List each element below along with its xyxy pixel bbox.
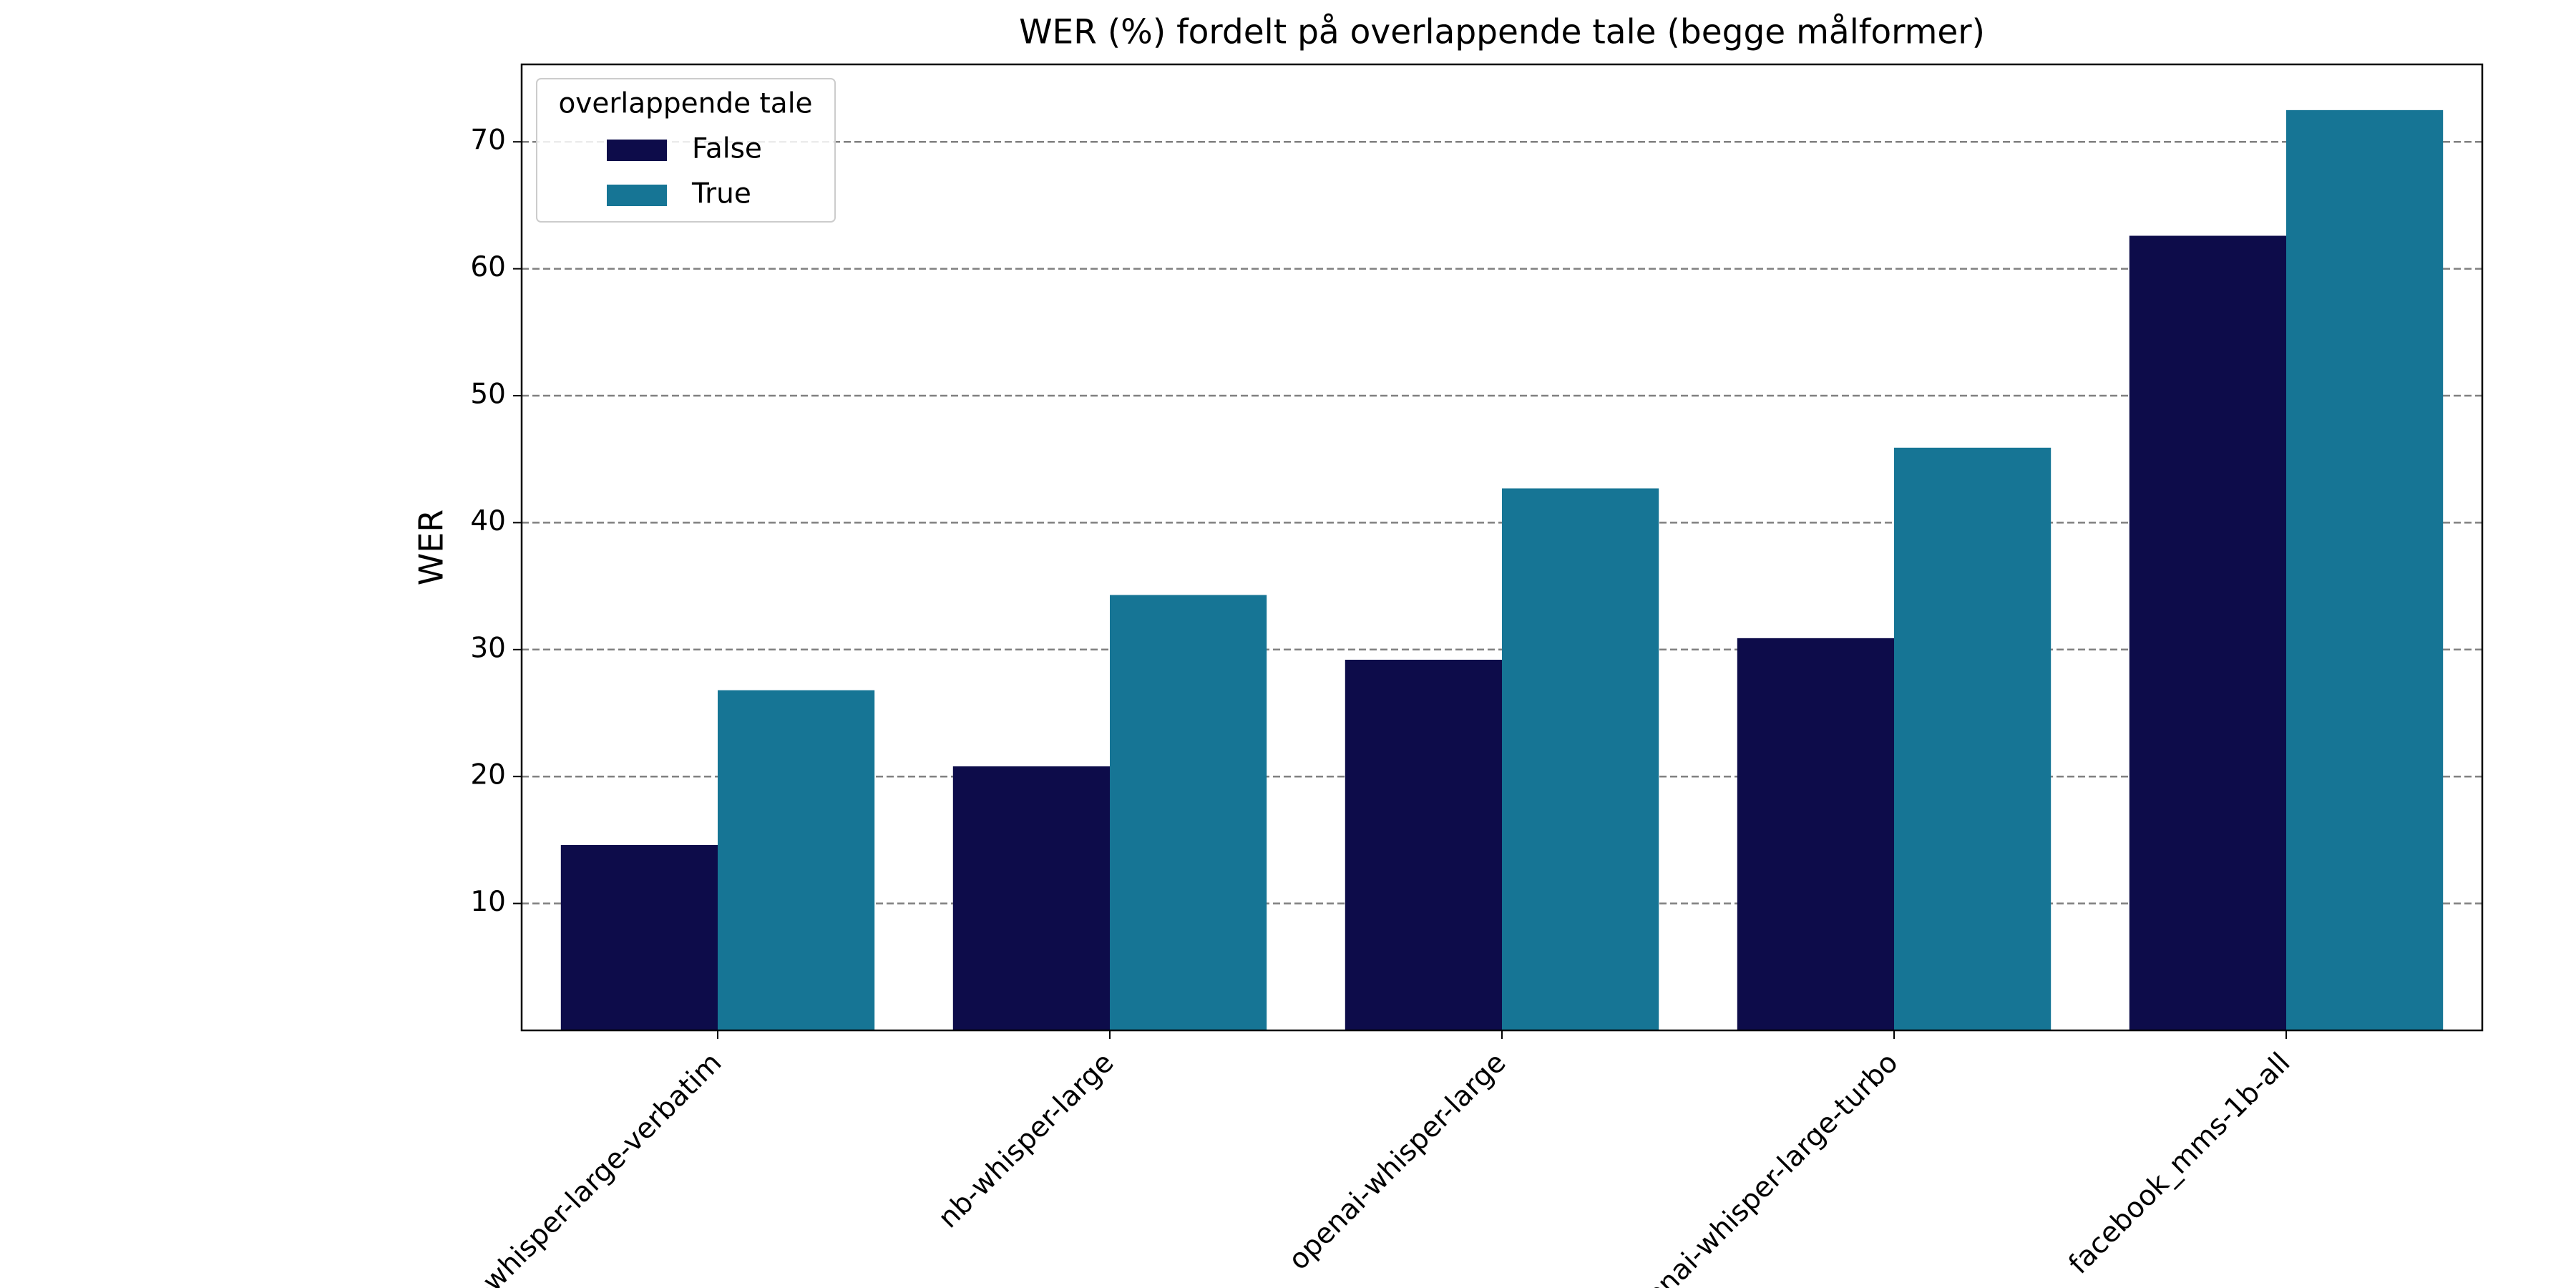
x-tick-label: facebook_mms-1b-all xyxy=(2063,1047,2297,1281)
x-tick-label: nb-whisper-large xyxy=(932,1047,1121,1235)
plot-frame xyxy=(520,63,2484,1032)
bar xyxy=(952,766,1110,1030)
y-tick-label: 50 xyxy=(470,379,506,411)
y-tick-label: 20 xyxy=(470,759,506,791)
bar xyxy=(1345,659,1502,1030)
legend-swatch xyxy=(607,185,667,206)
x-tick-label: openai-whisper-large-turbo xyxy=(1614,1047,1904,1288)
bar xyxy=(1737,638,1894,1030)
bar xyxy=(1894,447,2051,1030)
y-tick-label: 40 xyxy=(470,505,506,537)
legend-label: False xyxy=(692,133,762,165)
bar xyxy=(1502,488,1659,1030)
y-axis-label: WER xyxy=(412,509,451,586)
bar xyxy=(2286,109,2444,1031)
y-tick-label: 10 xyxy=(470,886,506,918)
y-tick-label: 30 xyxy=(470,632,506,664)
legend-label: True xyxy=(691,178,751,210)
bar xyxy=(1110,595,1267,1030)
y-tick-label: 60 xyxy=(470,251,506,283)
bar xyxy=(560,844,718,1030)
legend-title: overlappende tale xyxy=(558,88,812,120)
legend-swatch xyxy=(607,140,667,161)
x-tick-label: openai-whisper-large xyxy=(1282,1047,1512,1277)
y-tick-label: 70 xyxy=(470,125,506,157)
x-tick-label: nb-whisper-large-verbatim xyxy=(444,1047,728,1288)
bar xyxy=(2129,235,2286,1030)
chart-title: WER (%) fordelt på overlappende tale (be… xyxy=(1019,13,1985,52)
bar xyxy=(718,690,875,1030)
